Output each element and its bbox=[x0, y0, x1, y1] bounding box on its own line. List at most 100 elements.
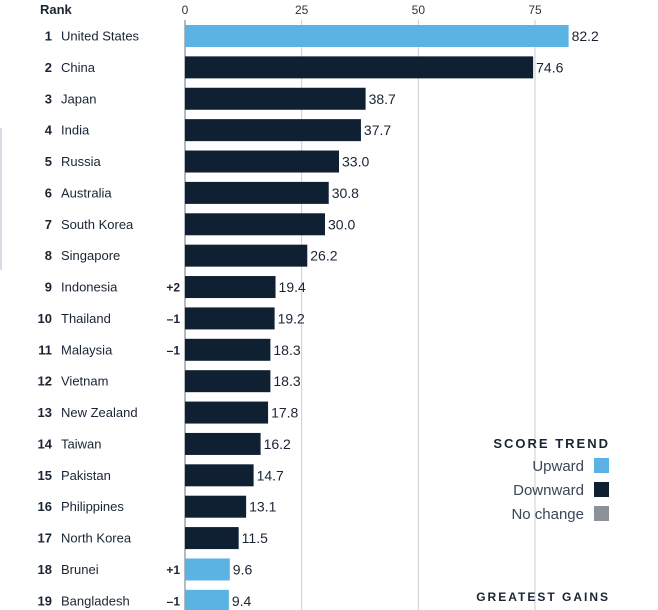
rank-number: 13 bbox=[38, 405, 52, 420]
value-label: 17.8 bbox=[271, 405, 298, 421]
rank-number: 14 bbox=[38, 436, 53, 451]
bar bbox=[185, 119, 361, 142]
value-label: 33.0 bbox=[342, 154, 369, 170]
bar bbox=[185, 338, 271, 361]
country-label: Brunei bbox=[61, 562, 99, 577]
country-label: Pakistan bbox=[61, 468, 111, 483]
value-label: 13.1 bbox=[249, 499, 276, 515]
chart-row: 6 Australia 30.8 bbox=[45, 181, 359, 204]
rank-number: 2 bbox=[45, 60, 52, 75]
chart-row: 18 Brunei +1 9.6 bbox=[38, 558, 252, 581]
rank-number: 9 bbox=[45, 280, 52, 295]
chart-row: 12 Vietnam 18.3 bbox=[38, 370, 301, 393]
value-label: 16.2 bbox=[264, 436, 291, 452]
chart-row: 4 India 37.7 bbox=[45, 119, 391, 142]
legend-swatch bbox=[594, 506, 609, 521]
value-label: 9.4 bbox=[232, 593, 252, 609]
rank-number: 8 bbox=[45, 248, 52, 263]
chart-row: 7 South Korea 30.0 bbox=[45, 213, 355, 236]
chart-row: 1 United States 82.2 bbox=[45, 25, 599, 47]
bar bbox=[185, 25, 569, 47]
bar bbox=[185, 401, 269, 424]
chart-rows: 1 United States 82.22 China 74.63 Japan 38.74 I… bbox=[38, 25, 599, 610]
value-label: 30.8 bbox=[332, 185, 359, 201]
rank-number: 6 bbox=[45, 185, 52, 200]
bar bbox=[185, 464, 254, 487]
greatest-gains-title: GREATEST GAINS bbox=[476, 590, 610, 604]
country-label: South Korea bbox=[61, 217, 134, 232]
country-label: Indonesia bbox=[61, 280, 118, 295]
x-tick-label: 0 bbox=[182, 3, 189, 17]
rank-number: 15 bbox=[38, 468, 52, 483]
value-label: 11.5 bbox=[242, 530, 268, 546]
country-label: Bangladesh bbox=[61, 593, 130, 608]
bar bbox=[185, 307, 275, 330]
country-label: Taiwan bbox=[61, 436, 101, 451]
rank-change-label: +1 bbox=[166, 563, 180, 577]
value-label: 37.7 bbox=[364, 122, 391, 138]
country-label: New Zealand bbox=[61, 405, 138, 420]
bar bbox=[185, 181, 329, 204]
value-label: 82.2 bbox=[572, 28, 599, 44]
rank-number: 11 bbox=[38, 342, 52, 357]
rank-number: 7 bbox=[45, 217, 52, 232]
rank-number: 1 bbox=[45, 29, 52, 44]
rank-number: 5 bbox=[45, 154, 52, 169]
chart-row: 10 Thailand –1 19.2 bbox=[38, 307, 305, 330]
bar bbox=[185, 432, 261, 455]
chart-row: 15 Pakistan 14.7 bbox=[38, 464, 284, 487]
rank-number: 18 bbox=[38, 562, 52, 577]
rank-number: 17 bbox=[38, 531, 52, 546]
rank-number: 4 bbox=[45, 123, 53, 138]
bar bbox=[185, 589, 229, 610]
bar bbox=[185, 213, 325, 236]
legend-swatch bbox=[594, 482, 609, 497]
chart-row: 19 Bangladesh –1 9.4 bbox=[38, 589, 252, 610]
chart-row: 2 China 74.6 bbox=[45, 56, 564, 79]
chart-row: 11 Malaysia –1 18.3 bbox=[38, 338, 301, 361]
chart-row: 8 Singapore 26.2 bbox=[45, 244, 338, 267]
rank-change-label: +2 bbox=[166, 281, 180, 295]
bar bbox=[185, 558, 230, 581]
bar bbox=[185, 150, 339, 173]
chart-row: 5 Russia 33.0 bbox=[45, 150, 369, 173]
rank-change-label: –1 bbox=[167, 312, 181, 326]
chart-row: 3 Japan 38.7 bbox=[45, 87, 396, 110]
bar bbox=[185, 370, 271, 393]
value-label: 19.4 bbox=[279, 279, 306, 295]
value-label: 18.3 bbox=[273, 342, 300, 358]
x-tick-label: 25 bbox=[295, 3, 309, 17]
value-label: 26.2 bbox=[310, 248, 337, 264]
rank-number: 12 bbox=[38, 374, 52, 389]
country-label: Japan bbox=[61, 91, 96, 106]
rank-number: 10 bbox=[38, 311, 52, 326]
country-label: United States bbox=[61, 29, 140, 44]
chart-row: 14 Taiwan 16.2 bbox=[38, 432, 291, 455]
value-label: 18.3 bbox=[273, 373, 300, 389]
legend-item-label: Upward bbox=[532, 458, 584, 475]
x-axis-ticks: 0 25 50 75 bbox=[182, 3, 542, 17]
legend: SCORE TREND Upward Downward No change bbox=[493, 436, 610, 523]
legend-title: SCORE TREND bbox=[493, 436, 610, 451]
legend-item-label: No change bbox=[511, 506, 584, 523]
rank-number: 16 bbox=[38, 499, 52, 514]
country-label: Philippines bbox=[61, 499, 124, 514]
x-tick-label: 50 bbox=[412, 3, 426, 17]
legend-item-label: Downward bbox=[513, 482, 584, 499]
country-label: Malaysia bbox=[61, 342, 113, 357]
rank-number: 3 bbox=[45, 91, 52, 106]
value-label: 38.7 bbox=[369, 91, 396, 107]
rank-header: Rank bbox=[40, 2, 73, 17]
country-label: Vietnam bbox=[61, 374, 108, 389]
value-label: 14.7 bbox=[257, 467, 284, 483]
rank-change-label: –1 bbox=[167, 594, 181, 608]
value-label: 19.2 bbox=[278, 310, 305, 326]
chart-row: 9 Indonesia +2 19.4 bbox=[45, 276, 306, 299]
bar bbox=[185, 87, 366, 110]
legend-swatch bbox=[594, 458, 609, 473]
bar bbox=[185, 527, 239, 550]
bar bbox=[185, 56, 534, 79]
country-label: China bbox=[61, 60, 96, 75]
country-label: India bbox=[61, 123, 90, 138]
